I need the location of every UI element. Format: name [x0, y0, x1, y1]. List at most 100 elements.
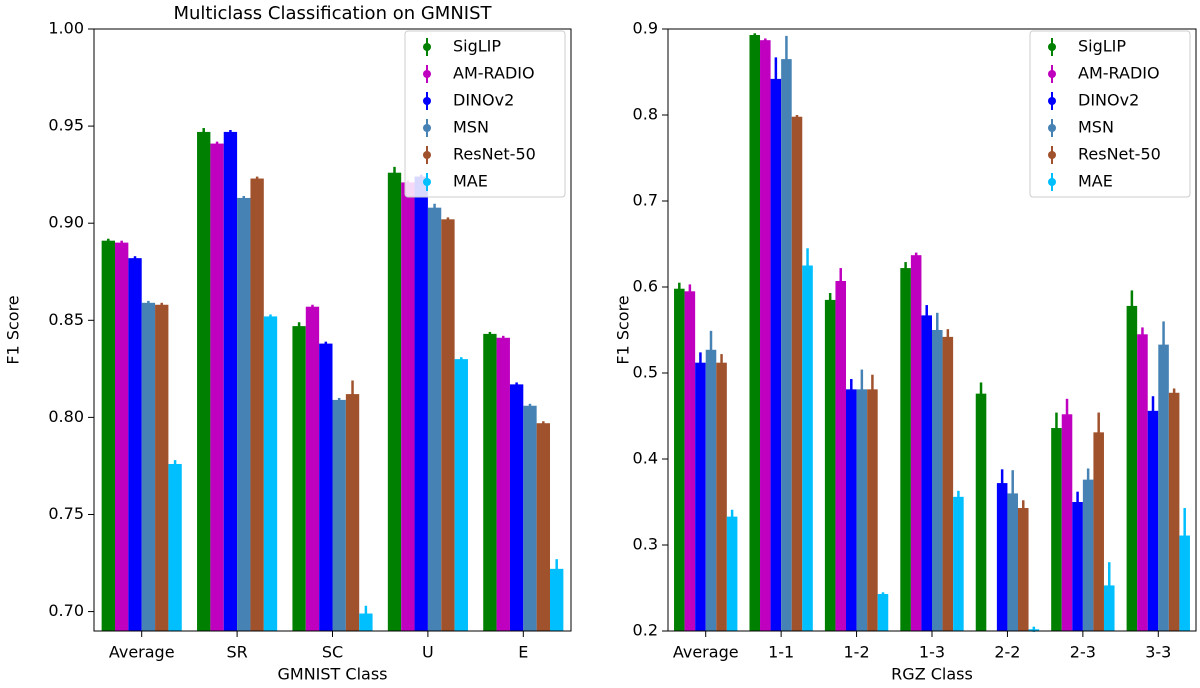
chart-title: Multiclass Classification on GMNIST: [173, 3, 492, 24]
x-tick-label: SR: [226, 643, 247, 662]
bar: [114, 242, 129, 631]
legend-label: MSN: [1078, 118, 1114, 137]
y-tick-label: 0.70: [48, 601, 84, 620]
bar: [716, 362, 727, 631]
bar: [900, 268, 911, 631]
bar: [141, 302, 156, 631]
bar: [509, 384, 524, 631]
y-axis-label: F1 Score: [4, 295, 23, 364]
y-tick-label: 0.9: [633, 19, 658, 38]
x-tick-label: SC: [322, 643, 343, 662]
plot-frame: [93, 28, 572, 632]
bar: [1051, 428, 1062, 631]
bar: [319, 343, 333, 631]
legend-label: ResNet-50: [453, 145, 536, 164]
y-tick-label: 0.95: [48, 116, 84, 135]
bar: [1072, 502, 1083, 631]
y-tick-label: 0.3: [633, 535, 658, 554]
x-tick-label: Average: [109, 643, 175, 662]
bar: [1137, 334, 1148, 631]
bar: [705, 349, 717, 631]
bar: [1168, 392, 1180, 631]
bar: [1061, 414, 1073, 631]
bar: [996, 483, 1008, 631]
legend-marker: [1048, 178, 1056, 186]
y-axis-label: F1 Score: [614, 295, 633, 364]
bar: [414, 176, 428, 631]
legend-label: SigLIP: [453, 37, 501, 56]
legend-marker: [1048, 70, 1056, 78]
bar: [483, 333, 497, 631]
x-tick-label: 1-3: [919, 643, 945, 662]
y-tick-label: 0.2: [633, 621, 658, 640]
legend-marker: [423, 97, 431, 105]
bar: [441, 219, 455, 631]
x-tick-label: Average: [673, 643, 739, 662]
bar: [953, 496, 964, 631]
bar: [536, 423, 551, 631]
bar: [1126, 305, 1138, 631]
bar: [846, 389, 857, 631]
x-tick-label: U: [422, 643, 434, 662]
bar: [877, 594, 889, 631]
bar: [550, 568, 564, 631]
y-tick-label: 0.6: [633, 277, 658, 296]
bar: [910, 255, 922, 631]
bar: [770, 78, 782, 631]
x-tick-label: 1-2: [844, 643, 870, 662]
bar: [932, 330, 943, 631]
bar: [1158, 344, 1169, 631]
legend-label: ResNet-50: [1078, 145, 1161, 164]
bar: [760, 40, 771, 632]
bar: [867, 389, 878, 631]
bar: [359, 613, 373, 631]
bar: [496, 337, 510, 631]
legend-marker: [1048, 43, 1056, 51]
legend-marker: [423, 43, 431, 51]
bar: [749, 35, 761, 631]
x-axis-label: GMNIST Class: [278, 665, 388, 684]
bar: [250, 178, 264, 631]
x-tick-label: 3-3: [1145, 643, 1171, 662]
x-tick-label: 1-1: [768, 643, 794, 662]
bar: [942, 336, 954, 631]
plot-frame: [667, 28, 1197, 632]
y-tick-label: 0.8: [633, 105, 658, 124]
bar: [454, 359, 468, 631]
bar: [332, 399, 346, 631]
bar: [155, 304, 169, 631]
y-tick-label: 0.80: [48, 407, 84, 426]
y-tick-label: 0.4: [633, 449, 658, 468]
bar: [223, 131, 238, 631]
legend-marker: [423, 178, 431, 186]
y-tick-label: 0.85: [48, 310, 84, 329]
x-tick-label: 2-2: [994, 643, 1020, 662]
bar: [1007, 493, 1018, 631]
bar: [345, 394, 360, 631]
legend-marker: [423, 70, 431, 78]
bar: [781, 59, 792, 632]
bar: [726, 516, 738, 631]
legend-label: AM-RADIO: [453, 64, 535, 83]
legend-box: [1029, 30, 1191, 198]
legend-marker: [1048, 97, 1056, 105]
bar: [695, 362, 706, 631]
legend-label: MAE: [453, 172, 488, 191]
legend-marker: [1048, 124, 1056, 132]
bar: [523, 405, 537, 631]
bar: [401, 182, 415, 631]
legend-marker: [423, 151, 431, 159]
bar: [427, 207, 442, 631]
bar: [802, 265, 813, 631]
x-tick-label: E: [518, 643, 528, 662]
bar: [975, 393, 987, 631]
bar: [263, 316, 278, 631]
legend-marker: [423, 124, 431, 132]
legend-label: AM-RADIO: [1078, 64, 1160, 83]
bar: [791, 116, 803, 632]
bar: [237, 197, 251, 632]
y-tick-label: 1.00: [48, 19, 84, 38]
x-tick-label: 2-3: [1070, 643, 1096, 662]
bar: [387, 172, 402, 631]
